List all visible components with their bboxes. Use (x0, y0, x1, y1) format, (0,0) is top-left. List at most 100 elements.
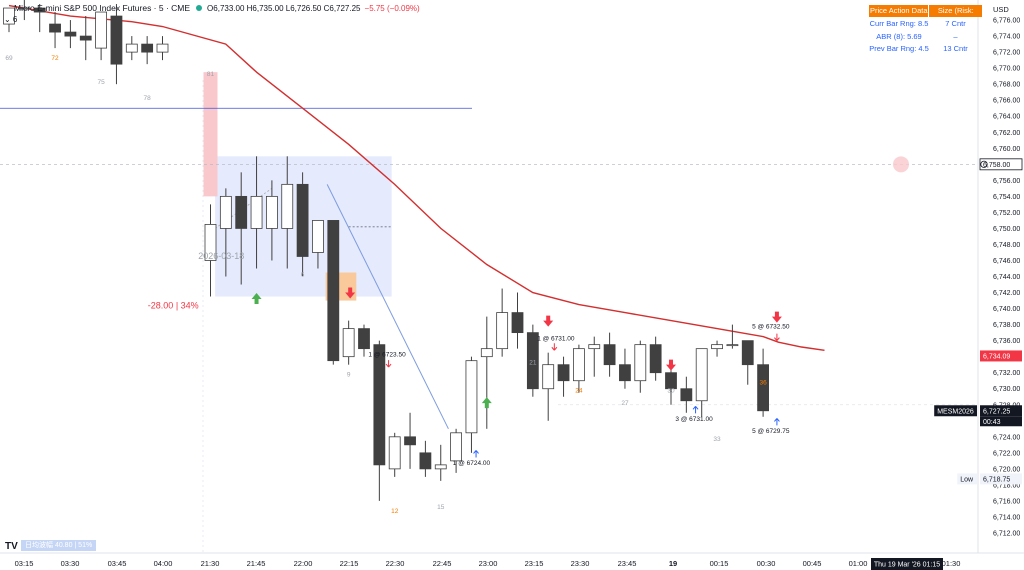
candle (404, 412, 416, 469)
candle-body-up (726, 344, 739, 347)
candle (480, 316, 493, 429)
time-tick-label: 03:15 (15, 559, 34, 568)
bar-count-label: 15 (437, 504, 445, 511)
candle-body-up (496, 312, 509, 350)
candle (726, 324, 739, 349)
candle (110, 4, 123, 85)
price-marker-tag (957, 473, 977, 485)
candle-body-up (465, 360, 478, 434)
candle (542, 352, 555, 421)
candle (434, 444, 447, 481)
price-tick-label: 6,714.00 (993, 514, 1020, 521)
price-marker-value: 6,727.25 (983, 408, 1010, 415)
candle (680, 376, 693, 413)
price-tick-label: 6,744.00 (993, 274, 1020, 281)
entry-up-arrow-icon (774, 418, 780, 426)
candle (711, 340, 723, 357)
candle (695, 348, 708, 417)
price-tick-label: 6,748.00 (993, 242, 1020, 249)
candle-body-up (265, 195, 278, 229)
time-tick-label: 22:30 (386, 559, 405, 568)
price-tick-label: 6,768.00 (993, 82, 1020, 89)
candle-body-up (250, 195, 263, 229)
daily-range-label: 日均波幅 (25, 542, 53, 549)
crosshair-add-icon (980, 160, 988, 168)
time-tick-label: 04:00 (154, 559, 173, 568)
price-tick-label: 6,774.00 (993, 34, 1020, 41)
time-tick-label: 01:30 (942, 559, 961, 568)
market-open-dot (196, 5, 203, 11)
candle-body-down (141, 43, 154, 53)
candle-body-down (603, 344, 616, 366)
crosshair-marker (893, 156, 909, 173)
candle-body-down (741, 340, 754, 366)
time-tick-label: 19 (669, 559, 677, 568)
candle-body-down (649, 344, 662, 374)
bar-countdown: 00:43 (983, 419, 1001, 426)
candle (588, 336, 601, 377)
price-marker-tag-label: MESM2026 (937, 408, 974, 415)
candle (419, 440, 432, 477)
candle (342, 320, 355, 365)
price-tick-label: 6,718.00 (993, 482, 1020, 489)
price-tick-label: 6,740.00 (993, 306, 1020, 313)
currency-label[interactable]: USD (993, 5, 1009, 14)
price-change: −5.75 (−0.09%) (364, 3, 420, 13)
candle (250, 156, 263, 269)
tradingview-logo[interactable]: TV (5, 541, 18, 552)
candle-body-down (419, 452, 432, 470)
chart-annotation: 1 @ 6731.00 (537, 336, 575, 343)
candle-body-down (33, 7, 46, 13)
candle-body-down (358, 328, 370, 350)
chart-header: Micro E-mini S&P 500 Index Futures · 5 ·… (0, 0, 420, 16)
entry-up-arrow-icon (473, 450, 479, 458)
indicators-collapse-toggle[interactable]: ⌄ 6 (4, 15, 18, 24)
time-tick-label: 22:45 (433, 559, 452, 568)
candle-body-up (450, 432, 463, 462)
ema-line (8, 4, 825, 351)
bar-count-label: 21 (529, 360, 537, 367)
time-tick-label: 01:00 (849, 559, 868, 568)
candle (619, 348, 631, 389)
candle-body-down (665, 372, 677, 390)
price-marker (980, 405, 1022, 417)
candle (141, 36, 154, 65)
bar-count-label: 36 (759, 380, 767, 387)
price-marker (980, 473, 1022, 485)
price-tick-label: 6,762.00 (993, 130, 1020, 137)
candle (741, 340, 754, 385)
price-tick-label: 6,760.00 (993, 146, 1020, 153)
impulse-range-bar (203, 72, 218, 197)
candle-body-down (619, 364, 631, 382)
candle-body-down (404, 436, 416, 446)
candle-body-up (204, 224, 217, 261)
candle (603, 332, 616, 377)
candle (388, 432, 401, 477)
candle-body-up (634, 344, 647, 382)
panel-row-value: 13 Cntr (943, 44, 968, 54)
price-tick-label: 6,772.00 (993, 50, 1020, 57)
candle-body-up (156, 43, 169, 53)
candle-body-up (219, 195, 232, 229)
candle-body-up (18, 7, 31, 10)
bar-count-label: 9 (347, 372, 351, 379)
candle (125, 36, 138, 61)
candle-body-down (757, 364, 769, 412)
price-tick-label: 6,712.00 (993, 530, 1020, 537)
candle-body-down (526, 332, 539, 390)
ohlc-values: O6,733.00 H6,735.00 L6,726.50 C6,727.25 (207, 3, 361, 13)
price-tick-label: 6,716.00 (993, 498, 1020, 505)
sell-signal-arrow-icon (771, 311, 782, 323)
candle (757, 348, 769, 417)
price-marker (980, 350, 1022, 362)
panel-row-label: Prev Bar Rng: 4.5 (869, 44, 929, 54)
candle-body-down (235, 195, 248, 229)
entry-up-arrow-icon (692, 406, 699, 414)
symbol-title[interactable]: Micro E-mini S&P 500 Index Futures · 5 ·… (14, 3, 191, 13)
price-tick-label: 6,736.00 (993, 338, 1020, 345)
time-tick-label: 00:15 (710, 559, 729, 568)
candle (3, 7, 15, 33)
price-tick-label: 6,732.00 (993, 370, 1020, 377)
bar-count-label: 72 (51, 55, 59, 62)
